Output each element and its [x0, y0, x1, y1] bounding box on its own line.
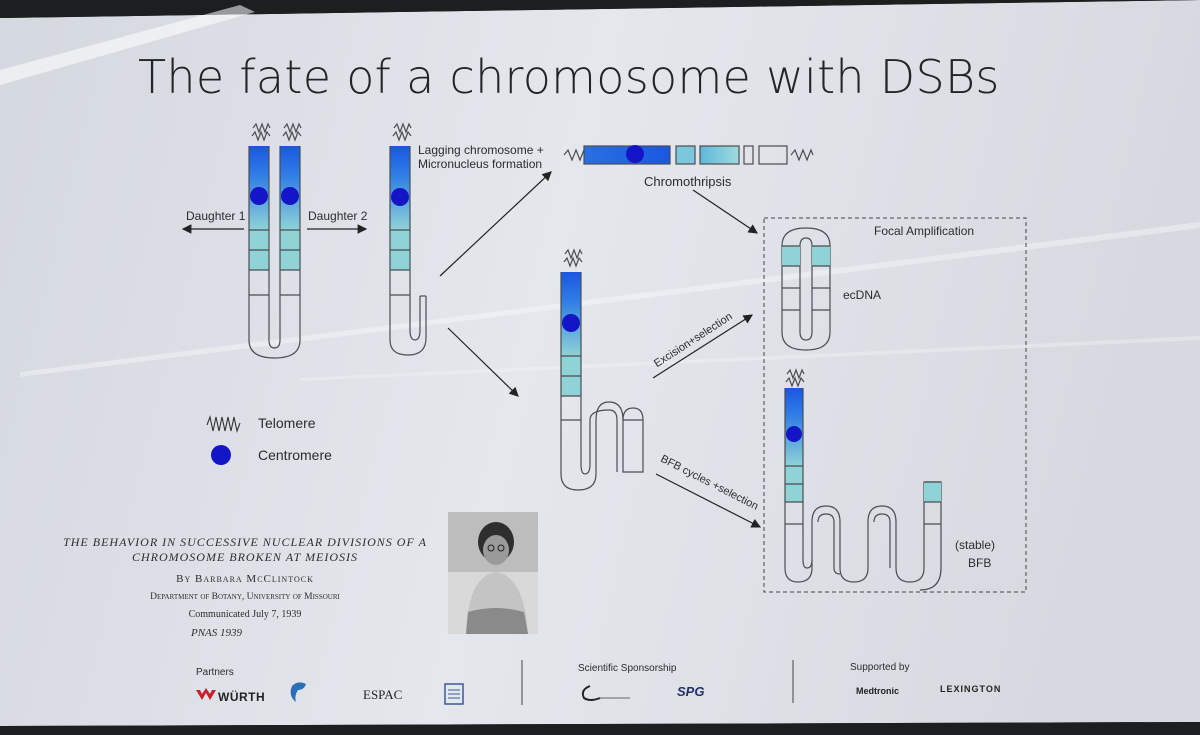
citation-department: Department of Botany, University of Miss… [150, 592, 340, 602]
daughter-2-label: Daughter 2 [308, 209, 368, 223]
lagging-chromosome-label: Lagging chromosome + Micronucleus format… [418, 143, 544, 171]
spg-logo: SPG [677, 684, 705, 699]
telomere-icon [564, 248, 583, 260]
glare-streak [0, 5, 255, 85]
world-logo-icon [290, 682, 306, 702]
centromere-dot [626, 145, 644, 163]
focal-amplification-box [763, 217, 1027, 593]
telomere-icon [283, 122, 302, 134]
centromere-dot [786, 426, 802, 442]
wurth-logo: WÜRTH [218, 690, 266, 704]
wurth-logo-icon [196, 688, 216, 700]
citation-communicated: Communicated July 7, 1939 [188, 609, 302, 620]
chromothripsis-label: Chromothripsis [644, 174, 732, 189]
citation-journal: PNAS 1939 [191, 627, 243, 639]
medtronic-logo: Medtronic [856, 686, 900, 696]
ecdna-label: ecDNA [843, 288, 882, 302]
citation-title: THE BEHAVIOR IN SUCCESSIVE NUCLEAR DIVIS… [63, 535, 427, 564]
arrow-excision [652, 314, 754, 379]
arrow-bfb-cycles [655, 473, 762, 528]
daughter-1-label: Daughter 1 [186, 209, 246, 223]
legend-centromere-label: Centromere [258, 447, 332, 463]
telomere-icon [252, 122, 271, 134]
partners-label: Partners [196, 667, 234, 678]
chromatid-daughter-2 [279, 122, 302, 340]
centromere-legend-icon [211, 445, 231, 465]
partner-logo-icon [444, 683, 464, 705]
page-title: The fate of a chromosome with DSBs [138, 50, 1000, 104]
centromere-dot [281, 187, 299, 205]
centromere-dot [562, 314, 580, 332]
rearranged-chromosome [560, 248, 644, 491]
centromere-dot [391, 188, 409, 206]
citation: THE BEHAVIOR IN SUCCESSIVE NUCLEAR DIVIS… [40, 535, 450, 620]
focal-amplification-label: Focal Amplification [874, 224, 975, 238]
glare-streak [20, 222, 1200, 377]
legend [206, 415, 241, 465]
lexington-logo: LEXINGTON [940, 684, 1002, 694]
arrow-to-chromothripsis [439, 171, 552, 277]
telomere-icon [393, 122, 412, 134]
supported-label: Supported by [850, 662, 910, 673]
sponsor-logo-icon [581, 685, 601, 701]
arrow-to-rearranged [447, 327, 519, 397]
bfb-label: BFB [968, 556, 992, 570]
espac-logo: ESPAC [363, 687, 403, 702]
centromere-dot [250, 187, 268, 205]
ecdna-ring [781, 227, 831, 351]
sponsorship-label: Scientific Sponsorship [578, 663, 677, 674]
telomere-icon [786, 368, 805, 380]
legend-telomere-label: Telomere [258, 415, 316, 431]
portrait-photo [448, 512, 538, 634]
citation-author: By Barbara McClintock [176, 573, 314, 585]
stable-label: (stable) [955, 538, 996, 552]
arrow-to-focal-amplification [692, 189, 758, 234]
telomere-legend-icon [206, 415, 241, 433]
